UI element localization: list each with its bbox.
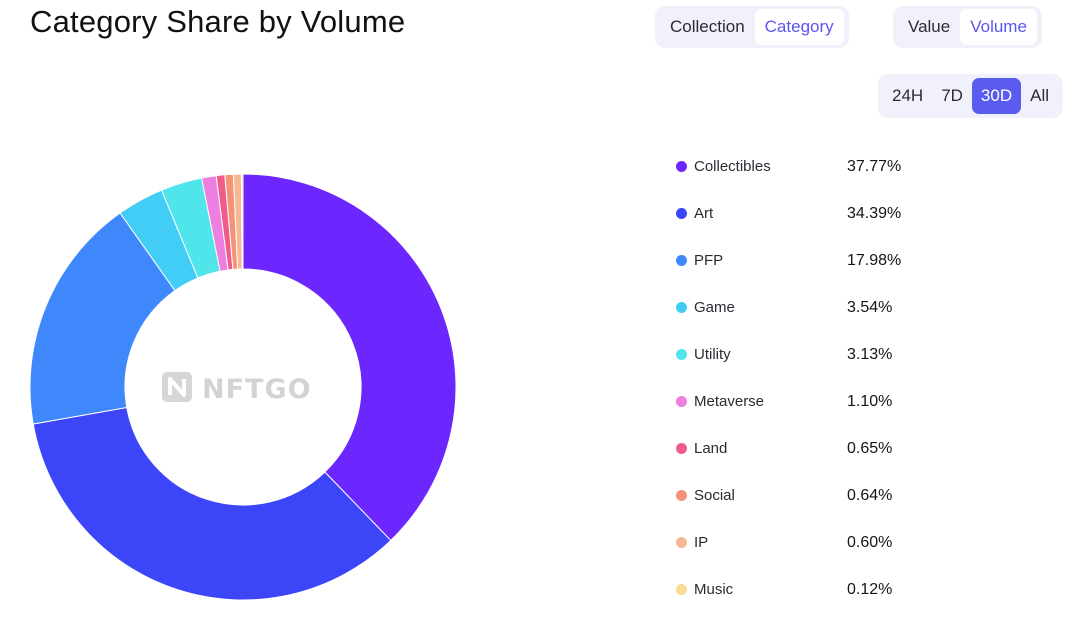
legend-dot-icon — [676, 349, 687, 360]
legend-dot-icon — [676, 255, 687, 266]
legend-label: IP — [694, 534, 709, 551]
legend-label: Game — [694, 299, 735, 316]
legend-item-social[interactable]: Social 0.64% — [672, 472, 972, 519]
legend-label: Art — [694, 205, 714, 222]
legend-value: 3.13% — [847, 345, 893, 363]
donut-slices — [29, 173, 457, 601]
legend-label: Social — [694, 487, 735, 504]
legend-dot-icon — [676, 302, 687, 313]
toggle-category-button[interactable]: Category — [754, 9, 844, 45]
legend-value: 3.54% — [847, 298, 893, 316]
watermark-text: NFTGO — [202, 374, 312, 405]
legend-dot-icon — [676, 490, 687, 501]
legend-label: PFP — [694, 252, 724, 269]
legend-item-utility[interactable]: Utility 3.13% — [672, 331, 972, 378]
legend-value: 34.39% — [847, 204, 902, 222]
legend-label: Metaverse — [694, 393, 765, 410]
legend-label: Utility — [694, 346, 731, 363]
toggle-value-button[interactable]: Value — [908, 17, 951, 36]
donut-slice-pfp[interactable] — [29, 212, 176, 425]
legend-item-game[interactable]: Game 3.54% — [672, 284, 972, 331]
donut-slice-collectibles[interactable] — [242, 173, 457, 542]
legend-item-pfp[interactable]: PFP 17.98% — [672, 237, 972, 284]
legend-dot-icon — [676, 584, 687, 595]
legend-dot-icon — [676, 443, 687, 454]
legend-label: Collectibles — [694, 158, 771, 175]
legend-label: Music — [694, 581, 734, 598]
legend-item-art[interactable]: Art 34.39% — [672, 190, 972, 237]
legend-value: 1.10% — [847, 392, 893, 410]
toggle-collection-button[interactable]: Collection — [670, 17, 745, 36]
legend-dot-icon — [676, 161, 687, 172]
legend-item-ip[interactable]: IP 0.60% — [672, 519, 972, 566]
legend-dot-icon — [676, 537, 687, 548]
range-all-button[interactable]: All — [1030, 86, 1050, 105]
legend-dot-icon — [676, 396, 687, 407]
legend-item-collectibles[interactable]: Collectibles 37.77% — [672, 143, 972, 190]
legend-value: 0.65% — [847, 439, 893, 457]
legend-item-metaverse[interactable]: Metaverse 1.10% — [672, 378, 972, 425]
donut-slice-art[interactable] — [32, 406, 392, 601]
legend-item-land[interactable]: Land 0.65% — [672, 425, 972, 472]
legend-value: 0.60% — [847, 533, 893, 551]
nftgo-watermark: NFTGO — [162, 372, 312, 405]
mode-toggle: Collection Category — [655, 6, 849, 48]
range-7d-button[interactable]: 7D — [941, 86, 963, 105]
metric-toggle: Value Volume — [893, 6, 1042, 48]
donut-chart: NFTGO — [29, 173, 457, 601]
time-range-toggle: 24H 7D 30D All — [878, 74, 1064, 118]
legend-value: 0.64% — [847, 486, 893, 504]
legend-label: Land — [694, 440, 728, 457]
toggle-volume-button[interactable]: Volume — [960, 9, 1037, 45]
chart-legend: Collectibles 37.77% Art 34.39% PFP 17.98% Game… — [672, 143, 972, 613]
legend-item-music[interactable]: Music 0.12% — [672, 566, 972, 613]
chart-title: Category Share by Volume — [30, 4, 406, 39]
legend-dot-icon — [676, 208, 687, 219]
range-30d-button[interactable]: 30D — [971, 78, 1022, 114]
legend-value: 0.12% — [847, 580, 893, 598]
legend-value: 17.98% — [847, 251, 902, 269]
donut-slice-music[interactable] — [240, 173, 244, 270]
range-24h-button[interactable]: 24H — [892, 86, 924, 105]
legend-value: 37.77% — [847, 157, 902, 175]
